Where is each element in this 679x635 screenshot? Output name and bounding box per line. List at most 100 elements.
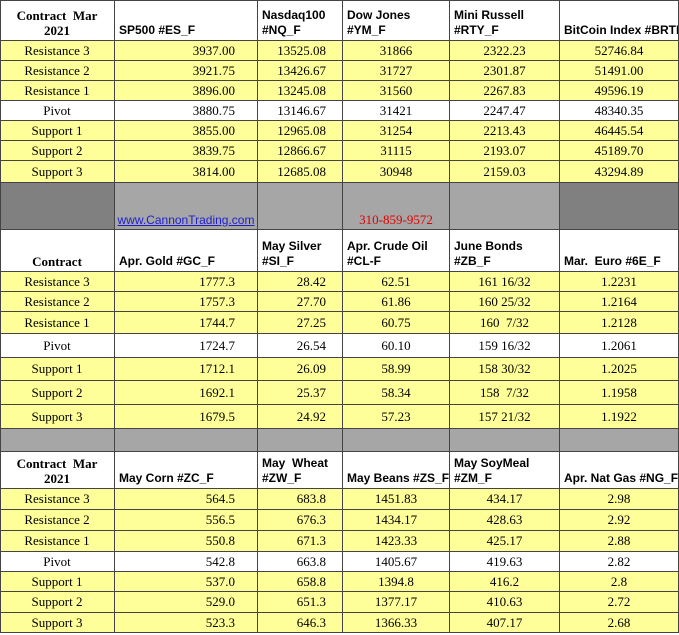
value-cell: 2322.23 <box>450 41 560 61</box>
value-cell: 1377.17 <box>343 592 450 613</box>
header-line: SP500 #ES_F <box>119 23 196 37</box>
row-label: Resistance 1 <box>0 81 115 101</box>
header-line: Apr. Crude Oil <box>347 239 428 253</box>
value-text: 556.5 <box>205 512 235 527</box>
value-cell: 407.17 <box>450 613 560 633</box>
value-text: 425.17 <box>486 533 523 548</box>
value-text: 62.51 <box>381 273 411 289</box>
header-line: #NQ_F <box>262 23 301 37</box>
value-cell: 671.3 <box>258 531 343 552</box>
value-text: 158 7/32 <box>479 384 530 400</box>
value-cell: 2.82 <box>560 552 679 572</box>
value-text: 158 30/32 <box>478 361 531 376</box>
value-text: 542.8 <box>205 553 235 569</box>
header-line: Contract Mar <box>16 456 98 471</box>
row-label: Pivot <box>0 101 115 121</box>
value-text: 49596.19 <box>594 82 644 98</box>
value-text: 31115 <box>380 142 412 158</box>
value-text: 26.09 <box>296 361 326 376</box>
separator-band <box>115 429 258 452</box>
value-text: 1.2231 <box>601 273 637 289</box>
value-text: 419.63 <box>486 553 523 569</box>
value-cell: 161 16/32 <box>450 272 560 292</box>
separator-band <box>343 429 450 452</box>
value-text: 3921.75 <box>192 62 235 78</box>
value-cell: 3839.75 <box>115 141 258 161</box>
value-cell: 1405.67 <box>343 552 450 572</box>
header-line: Mar. Euro #6E_F <box>564 254 661 268</box>
value-text: 45189.70 <box>594 142 644 158</box>
value-text: 30948 <box>379 163 413 179</box>
value-cell: 3921.75 <box>115 61 258 81</box>
value-cell: 3855.00 <box>115 121 258 141</box>
value-text: 61.86 <box>381 293 411 309</box>
value-text: 12866.67 <box>277 142 326 158</box>
value-text: 658.8 <box>296 573 326 589</box>
column-header: Mini Russell #RTY_F <box>450 0 560 41</box>
value-cell: 2.98 <box>560 489 679 510</box>
header-line: Nasdaq100 <box>262 8 326 22</box>
value-cell: 663.8 <box>258 552 343 572</box>
value-cell: 31727 <box>343 61 450 81</box>
row-label: Resistance 3 <box>0 41 115 61</box>
value-cell: 13426.67 <box>258 61 343 81</box>
value-cell: 1679.5 <box>115 405 258 429</box>
value-cell: 2247.47 <box>450 101 560 121</box>
separator-band <box>560 183 679 230</box>
value-text: 159 16/32 <box>478 337 531 353</box>
value-cell: 676.3 <box>258 510 343 531</box>
column-header: May Beans #ZS_F <box>343 452 450 489</box>
value-text: 160 25/32 <box>478 293 531 309</box>
column-header: Mar. Euro #6E_F <box>560 230 679 272</box>
value-cell: 31254 <box>343 121 450 141</box>
value-text: 28.42 <box>296 273 326 289</box>
value-text: 31254 <box>379 122 413 138</box>
header-line: Dow Jones <box>347 8 411 22</box>
separator-band: 310-859-9572 <box>343 183 450 230</box>
value-cell: 1.1922 <box>560 405 679 429</box>
separator-band <box>560 429 679 452</box>
row-label-text: Resistance 3 <box>24 491 90 506</box>
value-cell: 1757.3 <box>115 292 258 312</box>
column-header: Contract Mar 2021 <box>0 452 115 489</box>
row-label-text: Support 2 <box>31 594 83 609</box>
value-cell: 1366.33 <box>343 613 450 633</box>
value-text: 523.3 <box>205 614 235 630</box>
value-text: 550.8 <box>205 533 235 548</box>
value-cell: 12685.08 <box>258 161 343 183</box>
value-cell: 1.2128 <box>560 312 679 334</box>
value-text: 60.10 <box>381 337 411 353</box>
value-text: 1377.17 <box>374 594 418 609</box>
header-line: Contract Mar <box>16 8 98 23</box>
value-text: 3839.75 <box>192 142 235 158</box>
website-link[interactable]: www.CannonTrading.com <box>117 213 255 227</box>
value-text: 161 16/32 <box>478 273 531 289</box>
value-cell: 45189.70 <box>560 141 679 161</box>
value-text: 1.2128 <box>601 314 637 330</box>
header-line: 2021 <box>44 23 70 38</box>
value-text: 3880.75 <box>192 102 235 118</box>
value-text: 416.2 <box>489 573 520 589</box>
header-line: June Bonds <box>454 239 523 253</box>
value-text: 646.3 <box>296 614 326 630</box>
row-label-text: Resistance 2 <box>24 512 90 527</box>
row-label: Support 2 <box>0 141 115 161</box>
row-label: Resistance 3 <box>0 272 115 292</box>
value-text: 2159.03 <box>483 163 526 179</box>
value-text: 1394.8 <box>378 573 414 589</box>
value-cell: 159 16/32 <box>450 334 560 358</box>
value-text: 31421 <box>379 102 413 118</box>
value-text: 13426.67 <box>277 62 326 78</box>
value-text: 1777.3 <box>199 273 235 289</box>
value-text: 683.8 <box>296 491 326 506</box>
value-cell: 25.37 <box>258 381 343 405</box>
value-cell: 27.25 <box>258 312 343 334</box>
value-cell: 62.51 <box>343 272 450 292</box>
header-line: May Corn #ZC_F <box>119 471 214 485</box>
value-text: 160 7/32 <box>479 314 530 330</box>
value-text: 410.63 <box>486 594 523 609</box>
value-text: 1.1958 <box>601 384 637 400</box>
value-cell: 1.2025 <box>560 358 679 381</box>
header-line: May SoyMeal <box>454 456 530 470</box>
value-cell: 49596.19 <box>560 81 679 101</box>
